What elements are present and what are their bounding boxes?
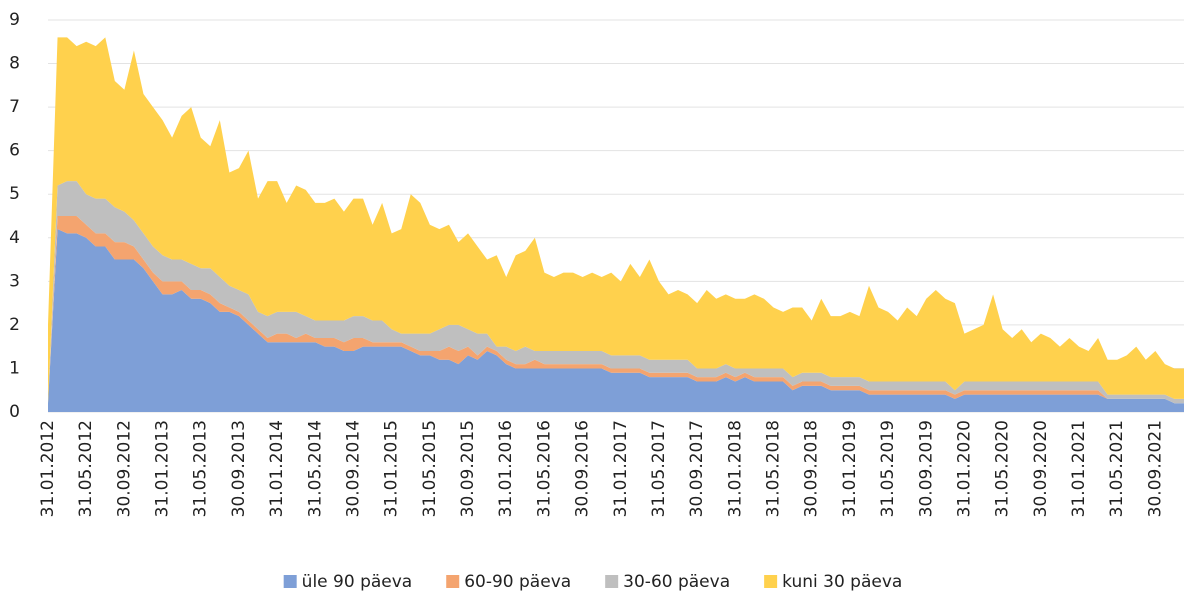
area (48, 37, 1184, 404)
x-tick-label: 30.09.2020 (1031, 420, 1051, 517)
y-tick-label: 6 (9, 141, 20, 161)
x-tick-label: 31.01.2016 (496, 420, 516, 517)
x-tick-label: 30.09.2021 (1145, 420, 1165, 517)
x-tick-label: 31.05.2018 (764, 420, 784, 517)
x-tick-label: 31.01.2013 (153, 420, 173, 517)
legend-swatch (605, 575, 619, 588)
x-tick-label: 31.01.2020 (954, 420, 974, 517)
area (48, 229, 1184, 412)
x-tick-label: 30.09.2013 (229, 420, 249, 517)
legend-label: üle 90 päeva (302, 572, 413, 592)
x-tick-label: 31.05.2019 (878, 420, 898, 517)
x-tick-label: 30.09.2019 (916, 420, 936, 517)
legend-swatch (764, 575, 778, 588)
y-tick-label: 9 (9, 10, 20, 30)
y-tick-label: 4 (9, 228, 20, 248)
x-tick-label: 31.05.2015 (420, 420, 440, 517)
x-tick-label: 31.01.2014 (267, 420, 287, 517)
x-tick-label: 31.05.2012 (76, 420, 96, 517)
x-tick-label: 31.05.2014 (305, 420, 325, 517)
x-tick-label: 31.01.2017 (611, 420, 631, 517)
y-tick-label: 5 (9, 184, 20, 204)
legend: üle 90 päeva 60-90 päeva 30-60 päeva kuni 3… (283, 572, 902, 592)
x-tick-label: 30.09.2014 (343, 420, 363, 517)
area (48, 181, 1184, 404)
y-tick-label: 0 (9, 402, 20, 422)
x-tick-label: 31.05.2021 (1107, 420, 1127, 517)
legend-label: kuni 30 päeva (782, 572, 902, 592)
x-tick-label: 30.09.2018 (802, 420, 822, 517)
legend-label: 60-90 päeva (464, 572, 571, 592)
x-tick-label: 31.05.2020 (993, 420, 1013, 517)
x-tick-label: 31.01.2015 (382, 420, 402, 517)
x-tick-label: 31.01.2021 (1069, 420, 1089, 517)
y-tick-label: 8 (9, 54, 20, 74)
x-tick-label: 30.09.2017 (687, 420, 707, 517)
x-tick-label: 31.05.2017 (649, 420, 669, 517)
x-tick-label: 30.09.2012 (114, 420, 134, 517)
x-tick-label: 31.01.2012 (38, 420, 58, 517)
x-tick-label: 31.01.2019 (840, 420, 860, 517)
y-tick-label: 7 (9, 97, 20, 117)
legend-label: 30-60 päeva (623, 572, 730, 592)
x-tick-label: 31.05.2016 (534, 420, 554, 517)
x-tick-label: 30.09.2015 (458, 420, 478, 517)
x-tick-label: 31.01.2018 (725, 420, 745, 517)
y-tick-label: 3 (9, 271, 20, 291)
x-tick-label: 30.09.2016 (573, 420, 593, 517)
x-tick-label: 31.05.2013 (191, 420, 211, 517)
legend-swatch (283, 575, 297, 588)
y-tick-label: 1 (9, 358, 20, 378)
legend-swatch (446, 575, 460, 588)
y-tick-label: 2 (9, 315, 20, 335)
